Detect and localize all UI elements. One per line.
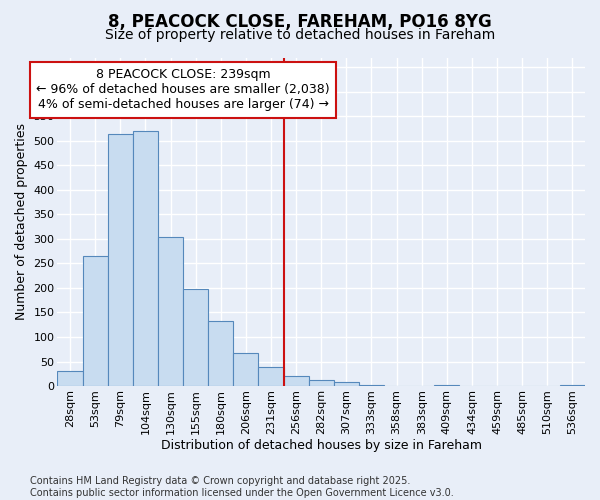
Text: Size of property relative to detached houses in Fareham: Size of property relative to detached ho… — [105, 28, 495, 42]
Bar — [108, 134, 133, 386]
Bar — [560, 385, 585, 386]
Bar — [133, 131, 158, 386]
Text: 8, PEACOCK CLOSE, FAREHAM, PO16 8YG: 8, PEACOCK CLOSE, FAREHAM, PO16 8YG — [108, 12, 492, 30]
Bar — [183, 289, 208, 386]
Text: 8 PEACOCK CLOSE: 239sqm
← 96% of detached houses are smaller (2,038)
4% of semi-: 8 PEACOCK CLOSE: 239sqm ← 96% of detache… — [36, 68, 330, 112]
Bar — [208, 321, 233, 386]
Bar — [233, 352, 259, 386]
Bar — [259, 368, 284, 386]
Bar — [308, 380, 334, 386]
Bar — [334, 382, 359, 386]
Y-axis label: Number of detached properties: Number of detached properties — [15, 124, 28, 320]
Bar — [434, 385, 460, 386]
Bar — [58, 372, 83, 386]
Bar — [83, 256, 108, 386]
Bar — [158, 238, 183, 386]
Bar — [359, 384, 384, 386]
Text: Contains HM Land Registry data © Crown copyright and database right 2025.
Contai: Contains HM Land Registry data © Crown c… — [30, 476, 454, 498]
Bar — [284, 376, 308, 386]
X-axis label: Distribution of detached houses by size in Fareham: Distribution of detached houses by size … — [161, 440, 482, 452]
